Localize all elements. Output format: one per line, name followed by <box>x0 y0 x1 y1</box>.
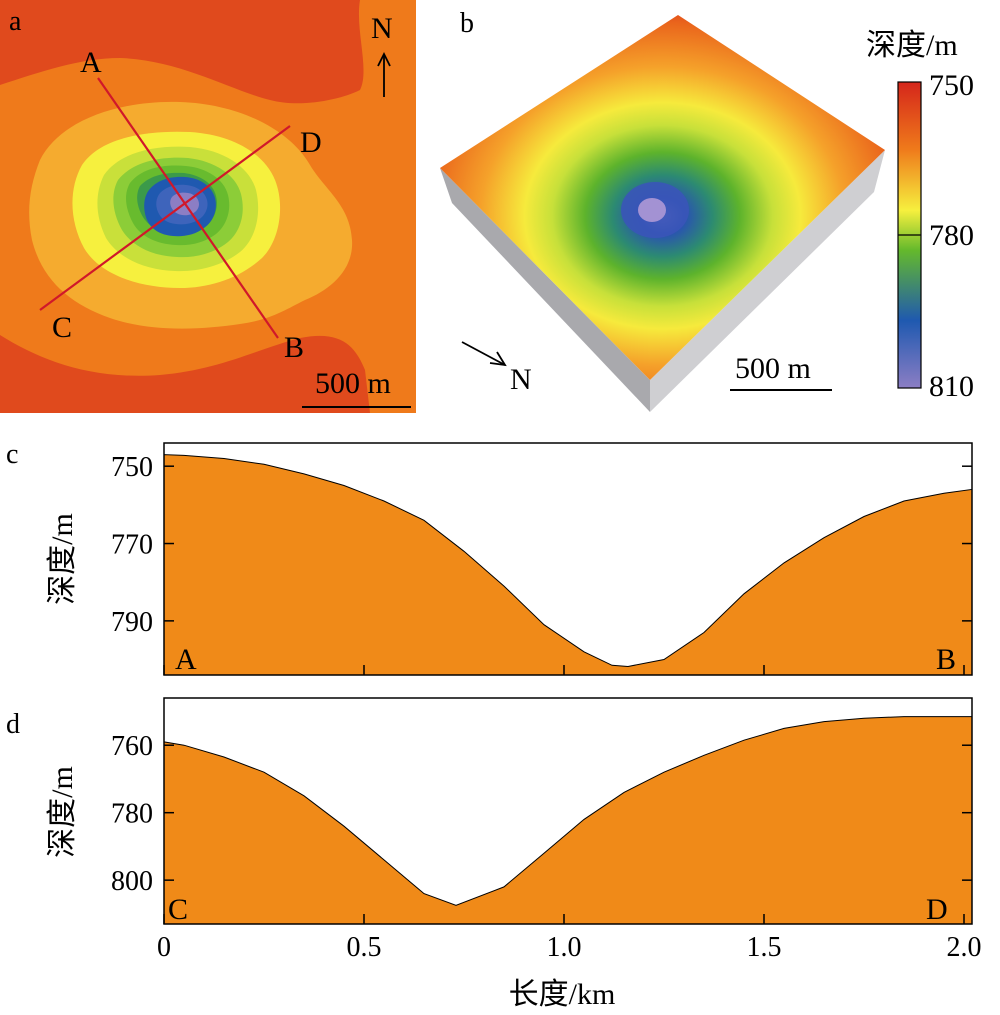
point-c-label: C <box>52 311 72 344</box>
y-axis-title-d: 深度/m <box>46 766 79 858</box>
north-arrow-icon <box>377 51 391 97</box>
panel-a-letter: a <box>9 6 22 37</box>
profile-c-start-label: A <box>175 643 197 676</box>
north-arrow-b-icon <box>461 341 507 367</box>
shallow-band-south <box>0 335 370 413</box>
profile-cd-area <box>163 716 973 925</box>
y-tick-label-d-760: 760 <box>111 731 153 762</box>
profile-ab-area <box>163 454 973 676</box>
y-tick-label-c-790: 790 <box>111 607 153 638</box>
x-tick-label-0: 0 <box>157 932 171 963</box>
scale-label-a: 500 m <box>315 367 391 400</box>
panel-c-letter: c <box>6 439 18 470</box>
profile-d-frame <box>163 697 973 925</box>
colorbar-title: 深度/m <box>866 29 958 62</box>
x-tick-label-2-0: 2.0 <box>947 932 982 963</box>
x-axis-title: 长度/km <box>509 978 616 1011</box>
panel-b-letter: b <box>460 8 474 39</box>
north-label-a: N <box>371 12 393 45</box>
panel-d-letter: d <box>6 709 20 740</box>
y-ticks-d <box>164 744 972 881</box>
block-depression-core <box>638 198 666 222</box>
scale-label-b: 500 m <box>735 352 811 385</box>
panel-c-profile: c 750 770 790 深度/m A B <box>6 439 973 676</box>
profile-c-end-label: B <box>936 643 956 676</box>
block-left-side <box>440 168 650 412</box>
panel-b-block: b N 500 m <box>440 8 885 412</box>
profile-d-end-label: D <box>926 893 948 926</box>
colorbar-label-750: 750 <box>929 69 974 102</box>
north-label-b: N <box>510 363 532 396</box>
x-tick-label-1-5: 1.5 <box>747 932 782 963</box>
block-right-side <box>650 150 885 412</box>
y-tick-label-c-750: 750 <box>111 452 153 483</box>
point-b-label: B <box>284 331 304 364</box>
profile-c-frame <box>163 442 973 676</box>
x-ticks-d <box>163 914 965 924</box>
profile-line-cd <box>39 125 291 311</box>
shallow-band-north <box>0 0 364 104</box>
y-axis-title-c: 深度/m <box>46 513 79 605</box>
y-tick-label-d-780: 780 <box>111 799 153 830</box>
y-ticks-c <box>164 465 972 622</box>
x-tick-label-0-5: 0.5 <box>347 932 382 963</box>
point-d-label: D <box>300 126 322 159</box>
panel-d-profile: d 760 780 800 深度/m 0 0.5 1.0 1.5 2.0 长度/… <box>6 697 982 1011</box>
profile-d-start-label: C <box>168 893 188 926</box>
profile-line-ab <box>97 77 279 339</box>
colorbar: 深度/m 750 780 810 <box>866 29 974 403</box>
colorbar-label-810: 810 <box>929 370 974 403</box>
point-a-label: A <box>80 46 102 79</box>
x-ticks-c <box>163 665 965 675</box>
y-tick-label-c-770: 770 <box>111 530 153 561</box>
colorbar-label-780: 780 <box>929 219 974 252</box>
y-tick-label-d-800: 800 <box>111 866 153 897</box>
x-tick-label-1-0: 1.0 <box>547 932 582 963</box>
panel-a-map: A B C D a N 500 m <box>0 0 416 413</box>
